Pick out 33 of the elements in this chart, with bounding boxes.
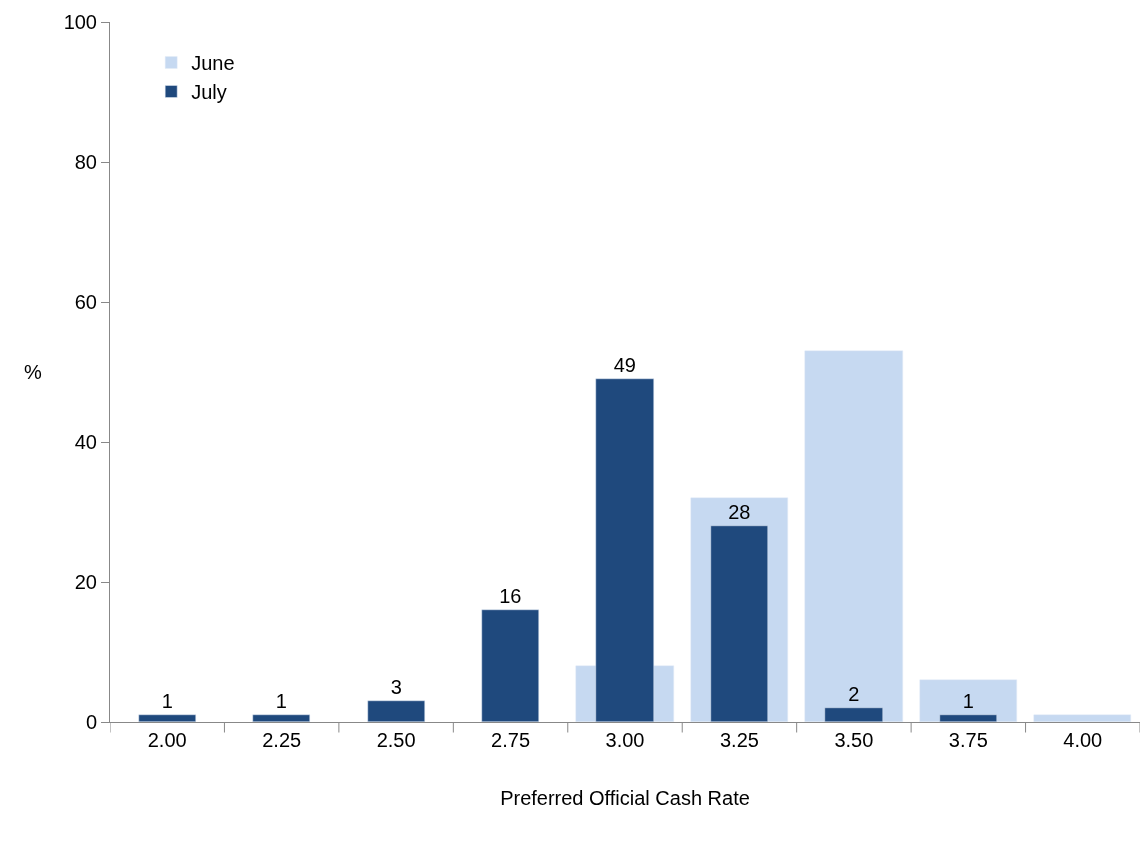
y-tick-label: 20 xyxy=(74,571,97,593)
x-tick-label: 3.00 xyxy=(605,729,645,751)
data-label: 1 xyxy=(161,689,173,712)
x-tick-label: 2.75 xyxy=(491,729,531,751)
bar xyxy=(1033,714,1131,722)
y-tick-label: 60 xyxy=(74,291,97,313)
data-label: 28 xyxy=(728,500,751,523)
y-tick-label: 0 xyxy=(85,711,97,733)
x-tick-label: 3.75 xyxy=(948,729,988,751)
legend-label: June xyxy=(191,52,235,75)
legend-label: July xyxy=(191,81,227,104)
data-label: 16 xyxy=(499,584,522,607)
x-tick-label: 3.50 xyxy=(834,729,874,751)
data-label: 49 xyxy=(613,353,636,376)
data-label: 1 xyxy=(962,689,974,712)
bar xyxy=(804,350,903,722)
x-tick-label: 2.00 xyxy=(147,729,187,751)
y-tick-label: 40 xyxy=(74,431,97,453)
x-tick-label: 2.50 xyxy=(376,729,416,751)
y-axis-title: % xyxy=(24,361,42,383)
bar xyxy=(252,714,310,722)
x-tick-label: 2.25 xyxy=(262,729,302,751)
y-tick-label: 80 xyxy=(74,151,97,173)
x-axis-title: Preferred Official Cash Rate xyxy=(500,786,750,809)
bar xyxy=(138,714,196,722)
data-label: 2 xyxy=(848,682,860,705)
data-label: 1 xyxy=(275,689,287,712)
data-label: 3 xyxy=(390,675,402,698)
bar xyxy=(481,609,539,722)
x-tick-label: 3.25 xyxy=(719,729,759,751)
bar xyxy=(367,700,425,722)
y-tick-label: 100 xyxy=(63,11,97,33)
x-tick-label: 4.00 xyxy=(1063,729,1103,751)
